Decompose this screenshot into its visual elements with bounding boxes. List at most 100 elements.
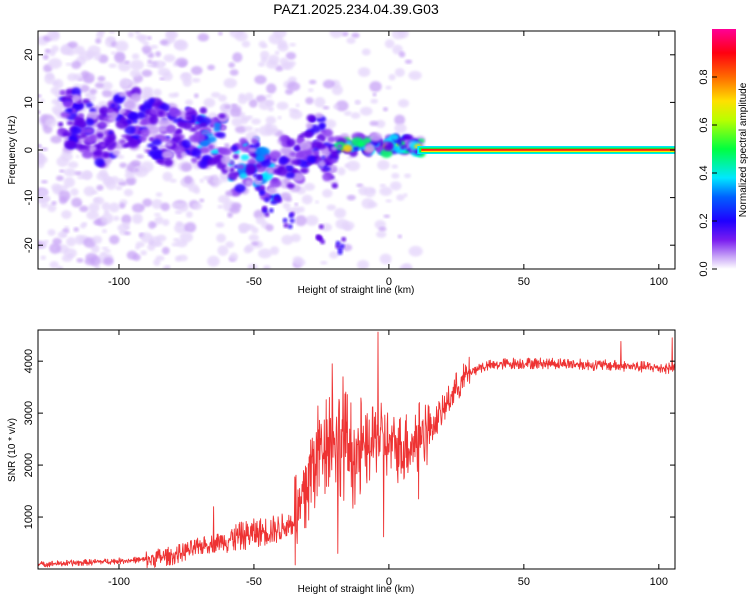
heatmap-cell xyxy=(358,186,369,196)
heatmap-cell xyxy=(87,111,99,121)
heatmap-cell xyxy=(254,75,267,85)
heatmap-cell xyxy=(116,155,125,159)
heatmap-cell xyxy=(254,128,260,133)
heatmap-cell xyxy=(308,79,317,85)
heatmap-cell xyxy=(245,179,253,187)
heatmap-cell xyxy=(251,226,259,234)
heatmap-cell xyxy=(319,122,326,129)
heatmap-cell xyxy=(64,108,74,113)
heatmap-cell xyxy=(74,171,83,176)
y-tick-label: -20 xyxy=(23,237,35,253)
heatmap-cell xyxy=(118,61,131,72)
heatmap-cell xyxy=(122,221,130,228)
heatmap-cell xyxy=(143,88,152,94)
x-tick-label: -50 xyxy=(246,576,262,588)
heatmap-cell xyxy=(285,171,295,179)
heatmap-cell xyxy=(399,264,411,269)
heatmap-cell xyxy=(377,159,390,171)
heatmap-cell xyxy=(141,69,153,77)
heatmap-cell xyxy=(93,149,103,157)
heatmap-cell xyxy=(151,146,158,152)
heatmap-cell xyxy=(255,216,266,225)
heatmap-cell xyxy=(344,163,350,168)
heatmap-cell xyxy=(383,214,391,218)
heatmap-cell xyxy=(158,118,170,127)
heatmap-cell xyxy=(364,143,376,154)
heatmap-cell xyxy=(274,50,280,56)
heatmap-cell xyxy=(289,42,296,47)
heatmap-cell xyxy=(94,265,101,269)
heatmap-cell xyxy=(169,108,182,118)
heatmap-cell xyxy=(337,144,343,149)
heatmap-cell xyxy=(38,155,48,164)
heatmap-cell xyxy=(287,224,293,230)
heatmap-cell xyxy=(258,190,264,196)
heatmap-cell xyxy=(83,186,96,197)
heatmap-cell xyxy=(91,190,99,195)
heatmap-cell xyxy=(133,168,139,172)
heatmap-cell xyxy=(277,115,282,120)
heatmap-cell xyxy=(102,156,113,164)
heatmap-cell xyxy=(162,171,173,182)
heatmap-cell xyxy=(312,150,320,156)
heatmap-cell xyxy=(117,180,128,187)
heatmap-cell xyxy=(286,138,296,147)
heatmap-cell xyxy=(76,119,88,128)
heatmap-cell xyxy=(47,229,56,236)
heatmap-cell xyxy=(183,175,193,184)
heatmap-cell xyxy=(341,221,355,231)
heatmap-cell xyxy=(190,66,203,75)
heatmap-cell xyxy=(97,31,106,35)
heatmap-cell xyxy=(282,202,291,210)
heatmap-cell xyxy=(331,182,339,189)
heatmap-cell xyxy=(109,234,120,245)
snr-series-line xyxy=(38,331,675,569)
heatmap-cell xyxy=(66,49,76,56)
y-tick-label: 20 xyxy=(23,49,35,61)
heatmap-cell xyxy=(346,160,361,172)
heatmap-cell xyxy=(99,142,108,148)
x-tick-label: -50 xyxy=(246,276,262,288)
heatmap-cell xyxy=(335,100,349,112)
heatmap-cell xyxy=(108,116,116,122)
heatmap-cell xyxy=(121,214,132,225)
heatmap-cell xyxy=(251,241,259,246)
heatmap-cell xyxy=(114,52,126,64)
heatmap-cell xyxy=(85,92,91,97)
heatmap-cell xyxy=(298,137,305,143)
heatmap-cell xyxy=(207,64,216,71)
heatmap-cell xyxy=(320,261,328,265)
heatmap-cell xyxy=(370,98,379,104)
x-tick-label: -100 xyxy=(108,276,130,288)
heatmap-cell xyxy=(44,48,51,54)
heatmap-cell xyxy=(101,89,112,98)
heatmap-cell xyxy=(283,177,292,186)
heatmap-cell xyxy=(279,57,289,66)
heatmap-cell xyxy=(85,102,94,108)
heatmap-cell xyxy=(216,233,227,243)
heatmap-cell xyxy=(147,125,160,135)
heatmap-cell xyxy=(228,62,236,68)
heatmap-cell xyxy=(63,100,74,108)
heatmap-cell xyxy=(161,61,166,66)
heatmap-cell xyxy=(67,41,78,48)
heatmap-cell xyxy=(330,151,339,159)
heatmap-cell xyxy=(385,199,392,203)
heatmap-cell xyxy=(265,116,277,125)
heatmap-cell xyxy=(57,231,68,239)
snr-frame xyxy=(37,329,676,570)
heatmap-cell xyxy=(85,252,98,262)
heatmap-cell xyxy=(324,119,337,129)
heatmap-cell xyxy=(300,132,309,137)
heatmap-cell xyxy=(107,108,114,113)
heatmap-cell xyxy=(295,103,300,108)
heatmap-cell xyxy=(208,144,214,150)
heatmap-cell xyxy=(42,54,49,60)
heatmap-cell xyxy=(102,178,114,187)
heatmap-cell xyxy=(173,40,187,50)
heatmap-cell xyxy=(331,146,338,151)
heatmap-cell xyxy=(81,150,94,159)
heatmap-cell xyxy=(129,59,144,71)
colorbar-tick-label: 0.4 xyxy=(698,165,710,180)
snr-y-label: SNR (10 * v/v) xyxy=(7,418,18,482)
